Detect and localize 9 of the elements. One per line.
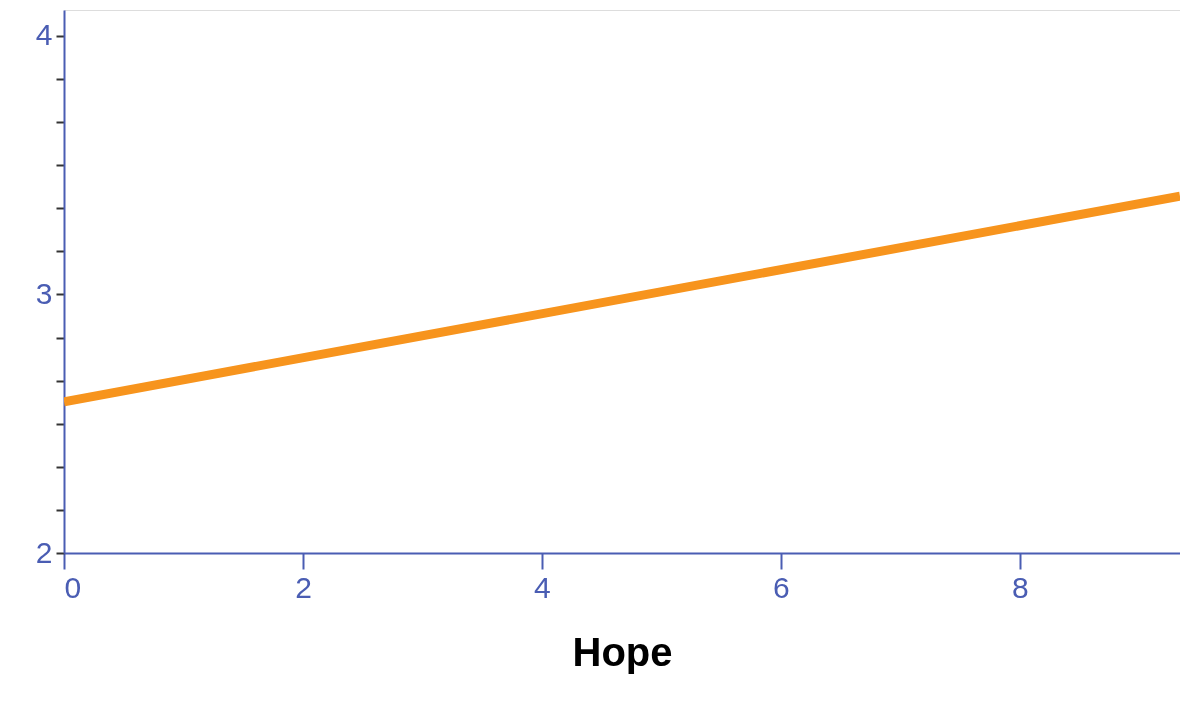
y-tick-label: 4 bbox=[35, 18, 53, 52]
y-tick-label: 3 bbox=[35, 276, 53, 310]
x-tick-label: 6 bbox=[773, 570, 790, 604]
x-axis-title: Hope bbox=[572, 629, 673, 674]
x-tick-label: 0 bbox=[64, 570, 82, 604]
x-tick-label: 8 bbox=[1012, 570, 1029, 604]
y-tick-label: 2 bbox=[35, 535, 53, 569]
x-tick-label: 4 bbox=[534, 570, 551, 604]
x-tick-label: 2 bbox=[295, 570, 312, 604]
